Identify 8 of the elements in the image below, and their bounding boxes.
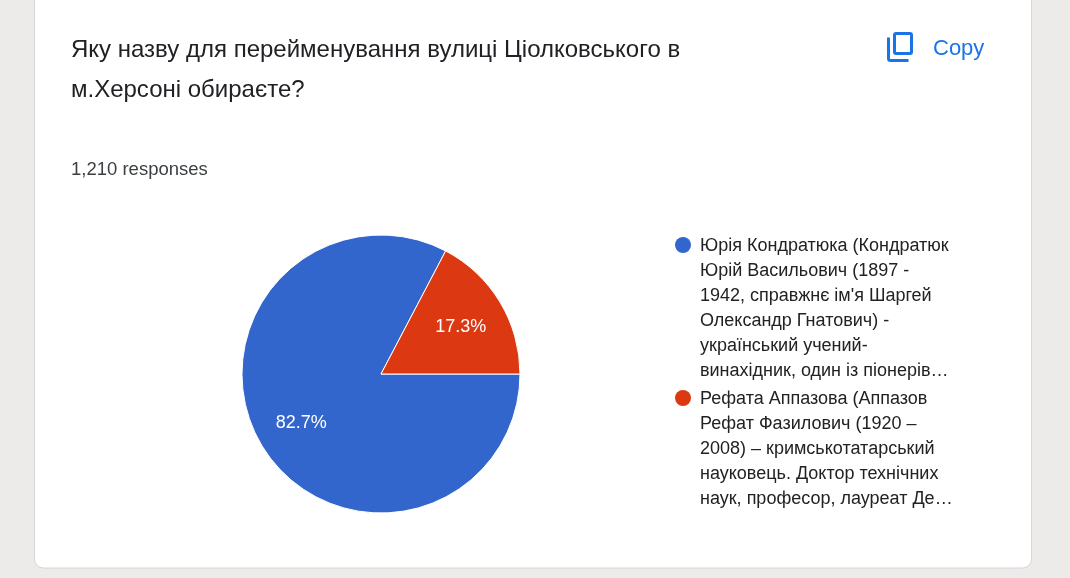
pie-slice xyxy=(241,234,521,514)
legend-label: Юрія Кондратюка (Кондратюк Юрій Васильович (1897 - 1942, справжнє ім'я Шаргей Олександр Гнатович) - український учений-винахідник, один із піонерів… xyxy=(700,235,949,380)
data-label: 17.3% xyxy=(435,316,487,337)
text: Copy xyxy=(933,35,985,60)
data-label: 82.7% xyxy=(275,412,327,433)
chart-title: Яку назву для перейменування вулиці Ціолковського в м.Херсоні обираєте? xyxy=(71,35,681,102)
legend-label: Рефата Аппазова (Аппазов Рефат Фазилович (1920 – 2008) – кримськотатарський науковець. Доктор технічних наук, професор, лауреат Де… xyxy=(700,388,953,508)
chart-subtitle: 1,210 responses xyxy=(71,158,208,179)
